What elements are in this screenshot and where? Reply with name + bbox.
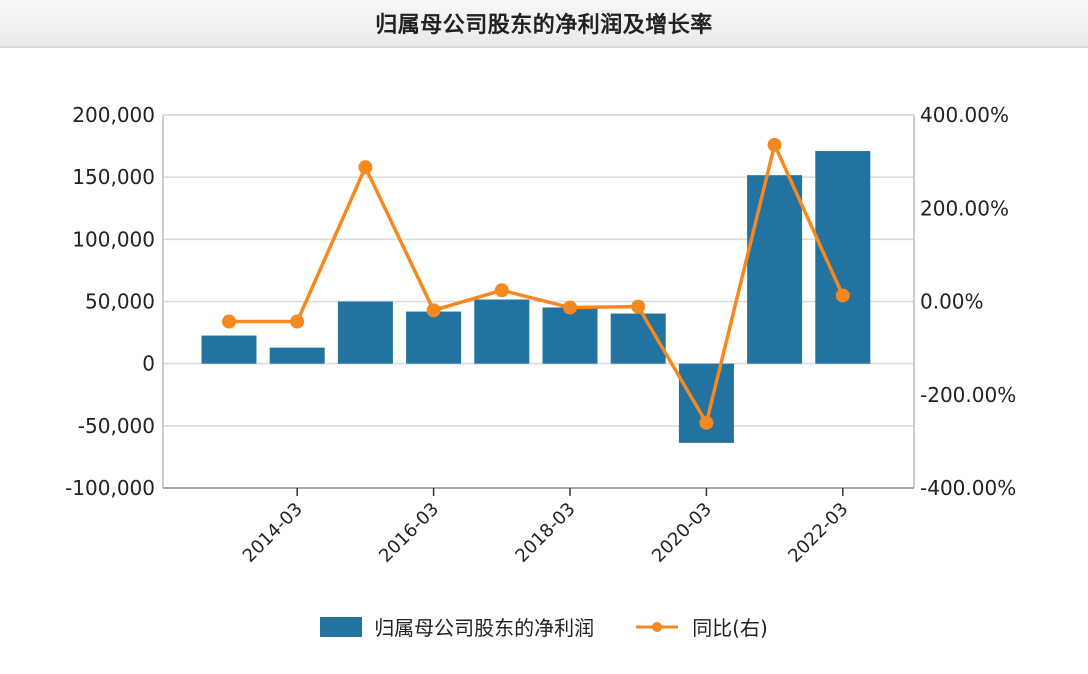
line-point[interactable]	[222, 314, 236, 329]
bar[interactable]	[269, 347, 325, 364]
legend-bar-label: 归属母公司股东的净利润	[374, 616, 595, 640]
legend: 归属母公司股东的净利润 同比(右)	[0, 612, 1088, 641]
left-axis-tick-label: -100,000	[65, 476, 155, 500]
bar[interactable]	[747, 175, 803, 364]
bar[interactable]	[406, 311, 462, 364]
line-marker-icon	[636, 621, 679, 632]
line-point[interactable]	[835, 288, 850, 303]
bar-swatch-icon	[320, 616, 363, 637]
line-point[interactable]	[699, 415, 714, 430]
bar[interactable]	[201, 335, 257, 364]
line-point[interactable]	[563, 300, 577, 315]
chart-title-bar: 归属母公司股东的净利润及增长率	[0, 0, 1088, 48]
right-axis-tick-label: 200.00%	[920, 196, 1009, 220]
axes: 200,000 150,000 100,000 50,000 0 -50,000 -100,…	[65, 103, 1016, 567]
line-point[interactable]	[494, 283, 509, 298]
chart-title: 归属母公司股东的净利润及增长率	[375, 13, 713, 38]
left-axis-tick-label: 200,000	[72, 103, 155, 127]
bar-series	[201, 151, 871, 443]
right-axis-tick-label: -200.00%	[920, 383, 1016, 407]
left-axis-tick-label: 0	[142, 352, 155, 376]
x-axis-tick-label: 2020-03	[648, 499, 716, 567]
bar[interactable]	[815, 151, 871, 364]
x-axis-tick-label: 2018-03	[511, 499, 579, 567]
line-point[interactable]	[290, 314, 305, 329]
line-series	[222, 137, 850, 430]
bar[interactable]	[542, 307, 598, 364]
right-axis-tick-label: 400.00%	[920, 103, 1009, 127]
legend-line-label: 同比(右)	[692, 616, 768, 640]
x-axis-tick-label: 2014-03	[239, 499, 307, 567]
bar[interactable]	[474, 299, 530, 364]
line-point[interactable]	[426, 303, 441, 318]
legend-item-yoy[interactable]: 同比(右)	[634, 612, 768, 641]
left-axis-tick-label: -50,000	[78, 414, 155, 438]
legend-item-net-profit[interactable]: 归属母公司股东的净利润	[320, 612, 594, 641]
bar[interactable]	[678, 363, 734, 443]
right-axis-tick-label: 0.00%	[920, 290, 984, 314]
x-axis-tick-label: 2016-03	[375, 499, 443, 567]
line-point[interactable]	[358, 160, 373, 175]
x-axis-tick-label: 2022-03	[784, 499, 852, 567]
combo-chart: 200,000 150,000 100,000 50,000 0 -50,000 -100,…	[65, 103, 1016, 567]
line-point[interactable]	[631, 299, 646, 314]
line-point[interactable]	[767, 137, 782, 152]
bar[interactable]	[337, 301, 393, 364]
right-axis-tick-label: -400.00%	[920, 476, 1016, 500]
left-axis-tick-label: 100,000	[72, 227, 155, 251]
left-axis-tick-label: 150,000	[72, 165, 155, 189]
left-axis-tick-label: 50,000	[85, 290, 155, 314]
